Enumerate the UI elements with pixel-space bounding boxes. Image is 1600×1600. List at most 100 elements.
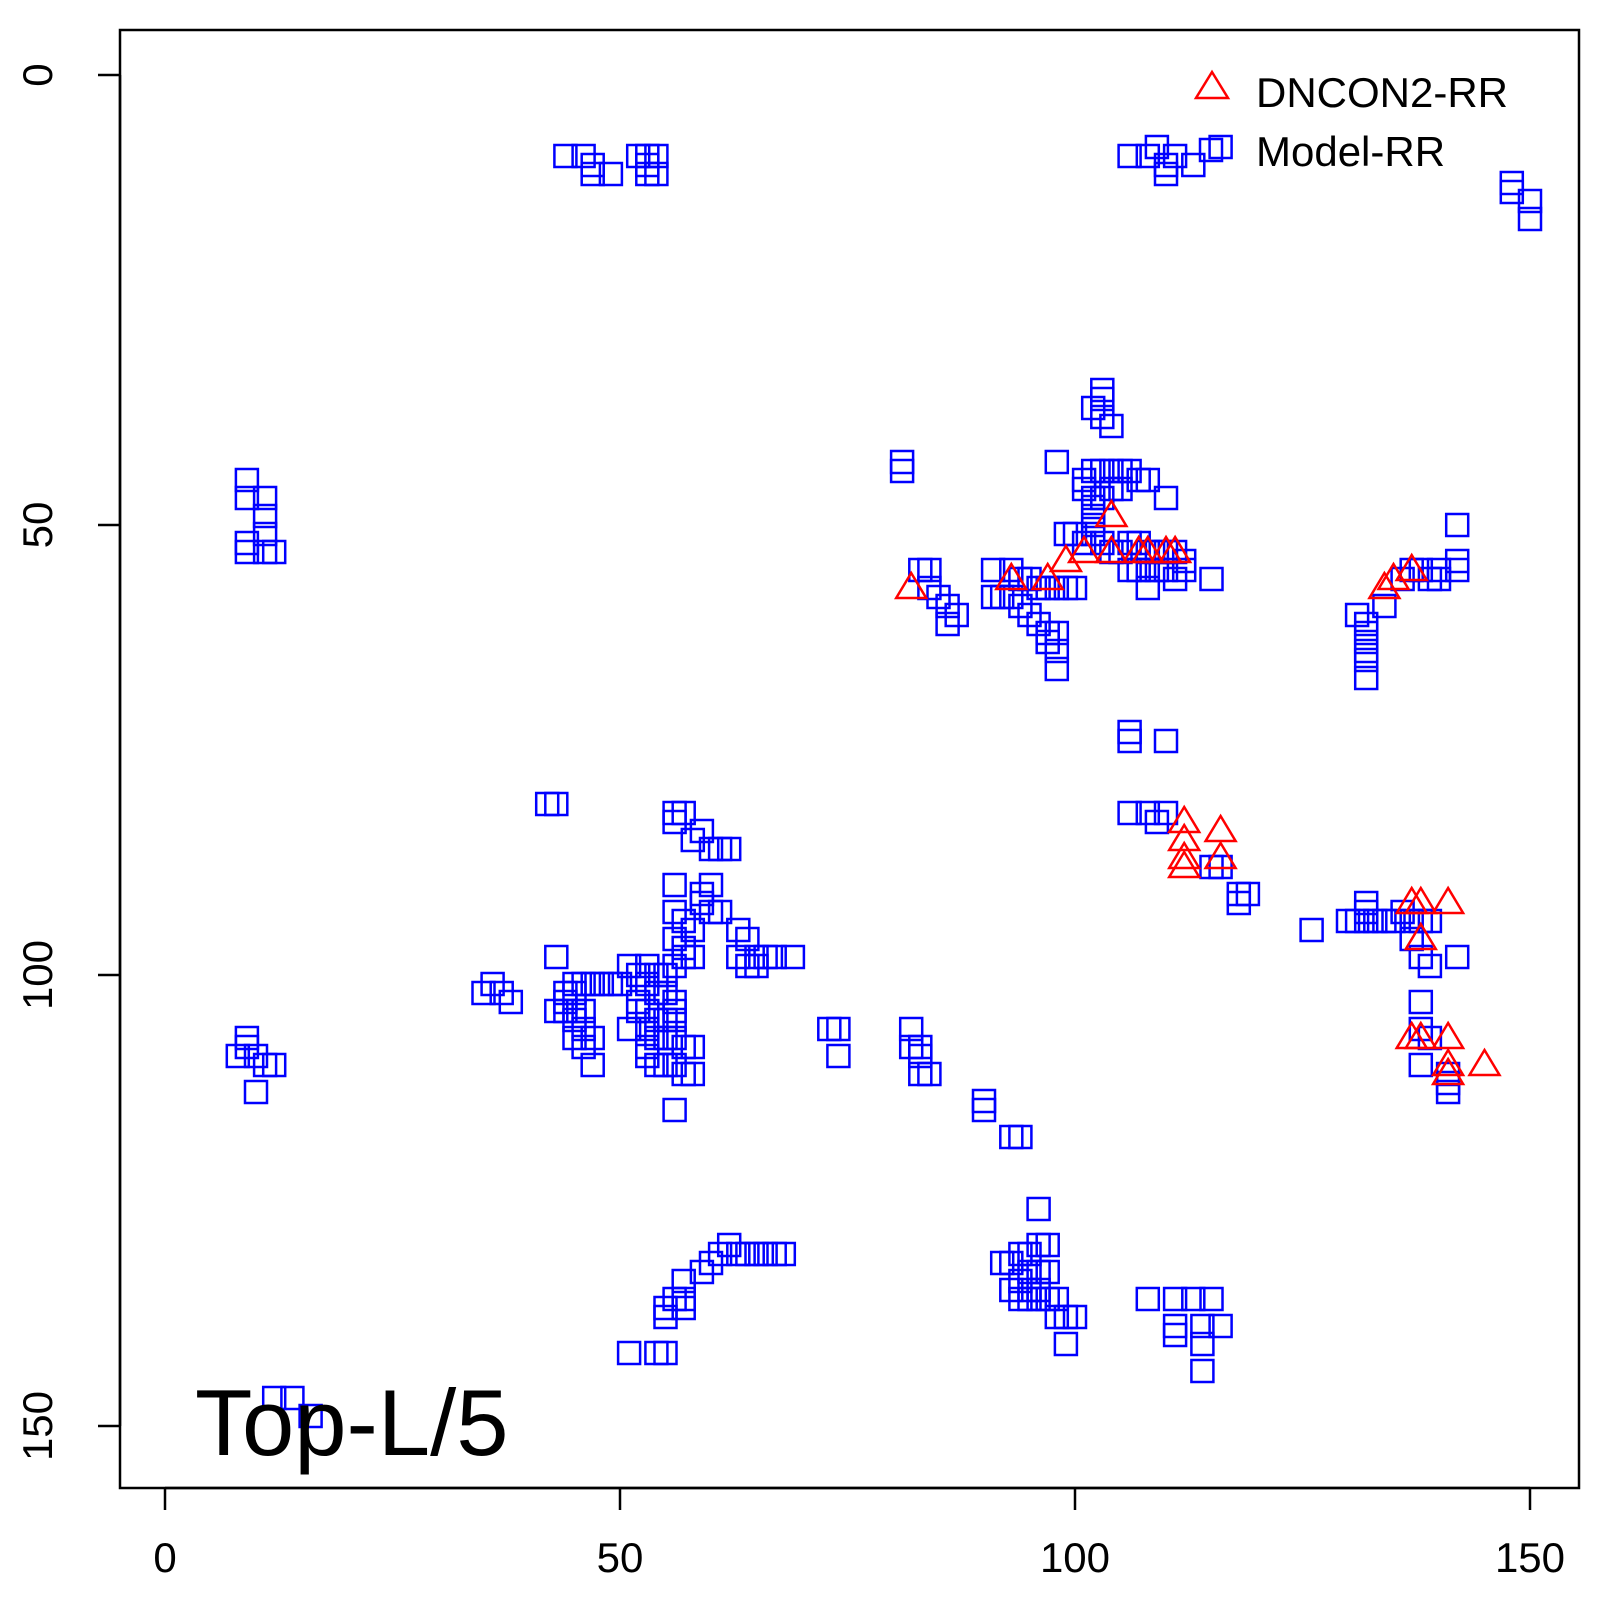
- model-rr-point: [1080, 395, 1106, 421]
- model-rr-point: [1444, 557, 1470, 583]
- model-rr-point: [1162, 1322, 1188, 1348]
- dncon2-rr-point: [1403, 921, 1439, 951]
- model-rr-point: [1135, 143, 1161, 169]
- model-rr-point: [243, 1079, 269, 1105]
- model-rr-point: [1135, 1286, 1161, 1312]
- model-rr-point: [917, 557, 942, 583]
- model-rr-point: [653, 1340, 678, 1366]
- model-rr-point: [1144, 134, 1170, 160]
- model-rr-point: [1517, 188, 1543, 214]
- model-rr-point: [698, 872, 724, 898]
- model-rr-point: [826, 1043, 851, 1069]
- dncon2-rr-point: [1066, 534, 1102, 564]
- model-rr-point: [1162, 566, 1188, 592]
- legend-square-icon: [1198, 137, 1224, 163]
- model-rr-point: [1153, 557, 1179, 583]
- model-rr-point: [1181, 1286, 1206, 1312]
- model-rr-point: [1017, 566, 1042, 592]
- model-rr-point: [1135, 575, 1161, 601]
- model-rr-point: [1208, 134, 1233, 160]
- model-rr-point: [707, 899, 733, 925]
- model-rr-point: [1426, 566, 1452, 592]
- model-rr-point: [980, 557, 1006, 583]
- model-rr-point: [261, 1385, 287, 1411]
- data-marks: [225, 134, 1543, 1429]
- model-rr-point: [1162, 1286, 1188, 1312]
- model-rr-point: [735, 926, 760, 952]
- model-rr-point: [1117, 800, 1142, 826]
- model-rr-point: [252, 521, 278, 547]
- model-rr-point: [534, 791, 560, 817]
- model-rr-point: [671, 1268, 696, 1294]
- model-rr-point: [680, 917, 706, 943]
- model-rr-point: [1226, 881, 1252, 907]
- model-rr-point: [726, 917, 751, 943]
- model-rr-point: [1181, 152, 1206, 178]
- model-rr-point: [1026, 1196, 1051, 1222]
- model-rr-point: [1408, 989, 1434, 1015]
- model-rr-point: [1226, 890, 1252, 916]
- model-rr-point: [889, 458, 915, 484]
- model-rr-point: [662, 1097, 687, 1123]
- model-rr-point: [498, 989, 524, 1015]
- model-rr-point: [298, 1403, 323, 1429]
- model-rr-point: [1008, 593, 1033, 619]
- y-tick-label: 100: [14, 940, 61, 1010]
- model-rr-point: [571, 143, 596, 169]
- model-rr-point: [653, 1007, 678, 1033]
- model-rr-point: [1053, 1331, 1079, 1357]
- model-rr-point: [1044, 1286, 1070, 1312]
- model-rr-point: [1090, 386, 1115, 412]
- model-rr-point: [999, 1277, 1024, 1303]
- plot-frame: [118, 28, 1581, 1490]
- model-rr-point: [716, 1232, 742, 1258]
- model-rr-point: [1435, 1079, 1461, 1105]
- model-rr-point: [662, 953, 687, 979]
- model-rr-point: [999, 1124, 1024, 1150]
- model-rr-point: [544, 791, 569, 817]
- model-rr-point: [716, 836, 742, 862]
- dncon2-rr-point: [1403, 1020, 1439, 1050]
- model-rr-point: [680, 1061, 706, 1087]
- model-rr-point: [1153, 485, 1179, 511]
- model-rr-point: [1344, 602, 1370, 628]
- model-rr-point: [598, 161, 624, 187]
- model-rr-point: [234, 485, 260, 511]
- model-rr-point: [1044, 620, 1070, 646]
- model-rr-point: [1162, 1313, 1188, 1339]
- dncon2-rr-point: [1130, 534, 1166, 564]
- model-rr-point: [1153, 728, 1179, 754]
- y-axis: 0 50 100 150: [14, 63, 122, 1461]
- dncon2-rr-point: [1367, 570, 1402, 600]
- model-rr-point: [653, 962, 678, 988]
- model-rr-point: [1153, 161, 1179, 187]
- model-rr-point: [689, 818, 715, 844]
- dncon2-rr-point: [994, 561, 1029, 591]
- model-rr-point: [644, 1340, 669, 1366]
- model-rr-point: [635, 953, 660, 979]
- model-rr-point: [1408, 944, 1434, 970]
- model-rr-point: [926, 584, 951, 610]
- dncon2-rr-point: [1048, 543, 1084, 573]
- model-rr-point: [662, 899, 687, 925]
- model-rr-point: [662, 872, 687, 898]
- dncon2-rr-point: [1157, 534, 1193, 564]
- model-rr-point: [671, 1295, 696, 1321]
- model-rr-point: [489, 980, 514, 1006]
- legend-label-model: Model-RR: [1256, 128, 1445, 175]
- model-rr-point: [1135, 800, 1161, 826]
- model-rr-point: [1044, 449, 1070, 475]
- model-rr-point: [889, 449, 915, 475]
- model-rr-point: [771, 1241, 797, 1267]
- model-rr-point: [1008, 1124, 1033, 1150]
- dncon2-rr-point: [1166, 804, 1202, 834]
- model-rr-point: [1199, 566, 1224, 592]
- model-rr-point: [698, 1250, 724, 1276]
- model-rr-point: [635, 1016, 660, 1042]
- dncon2-rr-point: [1430, 885, 1466, 915]
- model-rr-point: [671, 800, 696, 826]
- model-rr-point: [243, 1043, 269, 1069]
- model-rr-point: [1135, 467, 1161, 493]
- model-rr-point: [662, 1025, 687, 1051]
- dncon2-rr-point: [1394, 552, 1429, 582]
